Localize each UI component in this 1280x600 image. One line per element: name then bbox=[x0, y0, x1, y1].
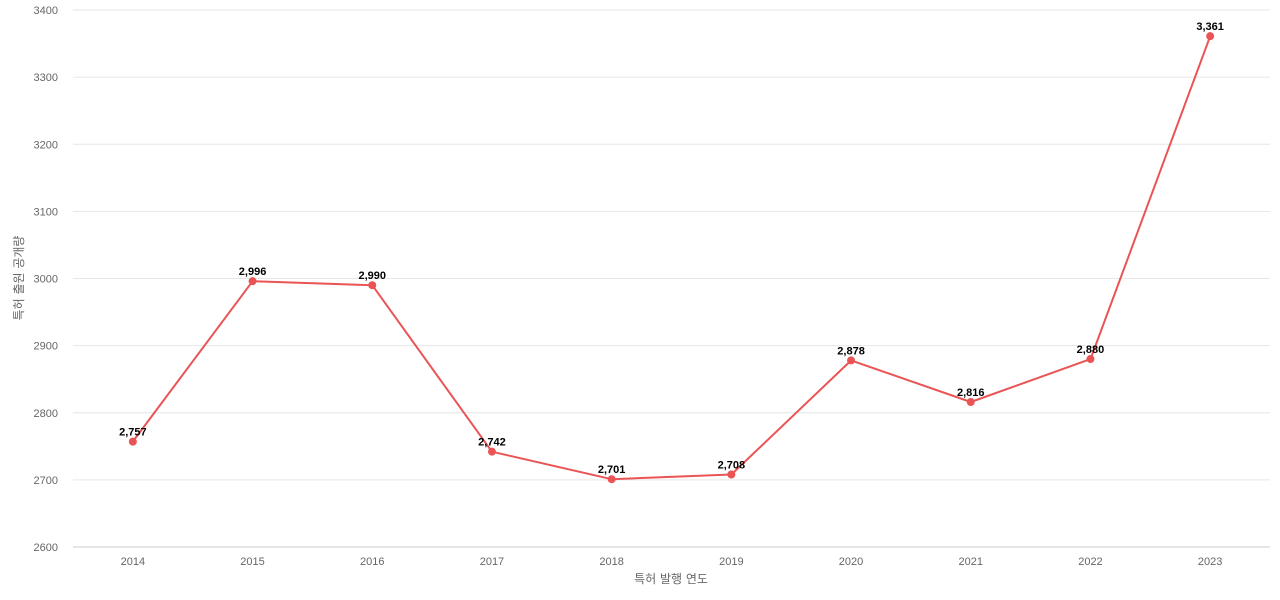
x-tick-label: 2021 bbox=[959, 556, 983, 568]
x-tick-label: 2019 bbox=[719, 556, 743, 568]
y-tick-label: 2900 bbox=[34, 341, 58, 353]
data-point bbox=[966, 398, 975, 407]
x-tick-label: 2014 bbox=[121, 556, 145, 568]
data-point bbox=[368, 281, 377, 290]
data-label: 2,708 bbox=[718, 460, 746, 472]
y-axis: 2600 2700 2800 2900 3000 3100 3200 3300 3400 bbox=[34, 5, 58, 554]
data-labels: 2,757 2,996 2,990 2,742 2,701 2,708 2,878 2,816… bbox=[119, 21, 1224, 476]
data-point bbox=[128, 437, 137, 446]
data-label: 2,742 bbox=[478, 437, 506, 449]
x-tick-label: 2018 bbox=[599, 556, 623, 568]
y-tick-label: 3200 bbox=[34, 139, 58, 151]
data-label: 2,878 bbox=[837, 345, 865, 357]
data-point bbox=[1206, 32, 1215, 41]
y-axis-title: 특허 출원 공개량 bbox=[12, 236, 26, 321]
data-label: 3,361 bbox=[1196, 21, 1224, 33]
series-layer bbox=[128, 32, 1215, 484]
data-point bbox=[1086, 355, 1095, 364]
data-point bbox=[727, 470, 736, 479]
data-label: 2,757 bbox=[119, 427, 147, 439]
y-tick-label: 2800 bbox=[34, 408, 58, 420]
x-tick-label: 2015 bbox=[240, 556, 264, 568]
x-tick-label: 2023 bbox=[1198, 556, 1222, 568]
x-tick-label: 2020 bbox=[839, 556, 863, 568]
series-line bbox=[131, 35, 1212, 481]
x-tick-label: 2022 bbox=[1078, 556, 1102, 568]
y-tick-label: 3300 bbox=[34, 72, 58, 84]
data-point bbox=[487, 447, 496, 456]
data-label: 2,880 bbox=[1077, 344, 1105, 356]
y-tick-label: 2600 bbox=[34, 542, 58, 554]
data-point bbox=[248, 277, 257, 286]
x-axis: 2014 2015 2016 2017 2018 2019 2020 2021 2022 2023 bbox=[121, 556, 1223, 568]
data-label: 2,990 bbox=[358, 270, 386, 282]
y-tick-label: 2700 bbox=[34, 475, 58, 487]
y-tick-label: 3100 bbox=[34, 206, 58, 218]
y-tick-label: 3400 bbox=[34, 5, 58, 17]
data-label: 2,816 bbox=[957, 387, 985, 399]
data-point bbox=[607, 475, 616, 484]
x-tick-label: 2017 bbox=[480, 556, 504, 568]
data-label: 2,996 bbox=[239, 266, 267, 278]
x-axis-title: 특허 발행 연도 bbox=[634, 571, 708, 586]
grid-layer bbox=[73, 9, 1270, 548]
y-tick-label: 3000 bbox=[34, 274, 58, 286]
x-tick-label: 2016 bbox=[360, 556, 384, 568]
data-point bbox=[847, 356, 856, 365]
data-label: 2,701 bbox=[598, 464, 626, 476]
